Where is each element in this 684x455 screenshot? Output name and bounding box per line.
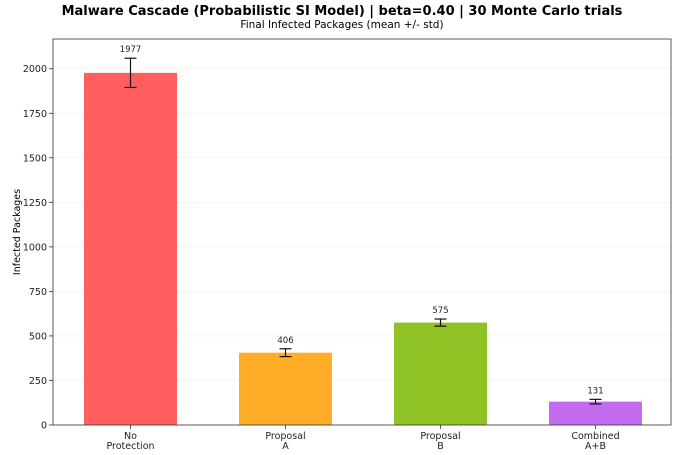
bars bbox=[84, 72, 642, 425]
bar bbox=[549, 401, 642, 425]
x-tick-label: Proposal bbox=[265, 431, 305, 442]
y-tick-label: 1750 bbox=[23, 109, 47, 120]
bar bbox=[394, 322, 487, 425]
x-tick-label: Proposal bbox=[420, 431, 460, 442]
y-tick-label: 1250 bbox=[23, 198, 47, 209]
x-tick-label: No bbox=[124, 431, 137, 442]
y-axis-ticks: 0 250 500 750 1000 1250 1500 1750 2000 bbox=[23, 64, 53, 432]
chart-title: Malware Cascade (Probabilistic SI Model)… bbox=[61, 4, 623, 19]
value-label: 406 bbox=[277, 336, 293, 346]
y-tick-label: 250 bbox=[29, 376, 47, 387]
plot-frame bbox=[52, 38, 672, 426]
y-tick-label: 0 bbox=[41, 421, 47, 432]
y-tick-label: 500 bbox=[29, 331, 47, 342]
x-tick-label: A bbox=[282, 441, 289, 452]
x-tick-label: B bbox=[437, 441, 444, 452]
y-tick-label: 1000 bbox=[23, 242, 47, 253]
y-tick-label: 1500 bbox=[23, 153, 47, 164]
value-label: 1977 bbox=[120, 45, 142, 55]
value-label: 131 bbox=[587, 386, 603, 396]
x-tick-label: A+B bbox=[585, 441, 606, 452]
x-tick-label: Combined bbox=[571, 431, 619, 442]
x-tick-label: Protection bbox=[106, 441, 154, 452]
bar bbox=[84, 72, 177, 425]
value-labels: 1977 406 575 131 bbox=[120, 45, 604, 396]
y-axis-label: Infected Packages bbox=[12, 189, 23, 275]
value-label: 575 bbox=[432, 306, 448, 316]
y-tick-label: 2000 bbox=[23, 64, 47, 75]
error-bars bbox=[124, 57, 602, 405]
chart-subtitle: Final Infected Packages (mean +/- std) bbox=[240, 19, 444, 31]
bar bbox=[239, 352, 332, 425]
y-tick-label: 750 bbox=[29, 287, 47, 298]
x-axis-ticks: NoProtectionProposalAProposalBCombinedA+… bbox=[106, 425, 620, 452]
